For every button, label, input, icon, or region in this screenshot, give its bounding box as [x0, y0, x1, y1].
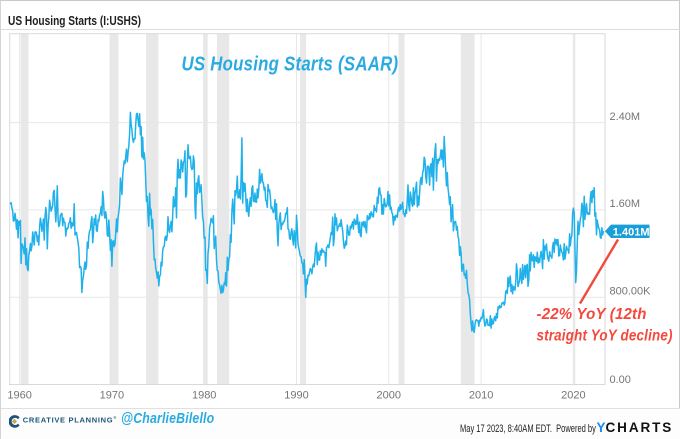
svg-text:1990: 1990: [284, 390, 308, 402]
svg-text:800.00K: 800.00K: [610, 285, 652, 297]
svg-text:1960: 1960: [7, 390, 31, 402]
svg-text:1.60M: 1.60M: [610, 198, 641, 210]
svg-text:2020: 2020: [561, 390, 585, 402]
svg-text:2000: 2000: [377, 390, 401, 402]
svg-text:US Housing Starts (SAAR): US Housing Starts (SAAR): [182, 52, 399, 75]
svg-text:straight YoY decline): straight YoY decline): [537, 327, 673, 344]
svg-text:1970: 1970: [100, 390, 124, 402]
svg-text:1980: 1980: [192, 390, 216, 402]
svg-text:-22% YoY (12th: -22% YoY (12th: [537, 306, 647, 324]
svg-text:1.401M: 1.401M: [613, 227, 650, 239]
svg-text:2.40M: 2.40M: [610, 111, 641, 123]
svg-text:0.00: 0.00: [610, 374, 631, 386]
svg-text:2010: 2010: [469, 390, 493, 402]
